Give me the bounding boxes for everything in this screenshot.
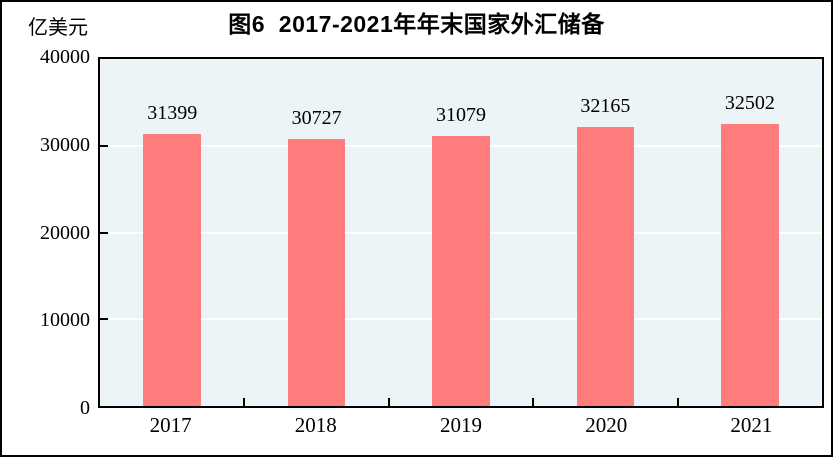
x-axis-label-2021: 2021	[730, 413, 773, 437]
x-axis-label-2018: 2018	[294, 413, 337, 437]
y-axis-tick	[100, 318, 108, 321]
bar-slot-2021: 32502	[678, 59, 822, 406]
bar-2021	[720, 124, 779, 406]
x-axis-label-2017: 2017	[149, 413, 192, 437]
y-axis-tick-label: 10000	[40, 309, 90, 332]
bar-value-label: 30727	[291, 107, 342, 130]
x-axis-label-2019: 2019	[440, 413, 482, 437]
x-axis-tick	[243, 398, 246, 406]
bar-value-label: 31399	[147, 101, 198, 124]
bar-series: 31399 30727 31079 32165 32502	[100, 59, 822, 406]
y-axis-tick	[100, 231, 108, 234]
bar-2019	[432, 136, 490, 406]
y-axis-tick-label: 30000	[40, 133, 90, 156]
y-axis-tick-label: 0	[80, 397, 90, 419]
bar-slot-2018: 30727	[244, 59, 388, 406]
bar-value-label: 32502	[724, 92, 775, 115]
x-axis: 2017 2018 2019 2020 2021	[98, 412, 824, 438]
bar-2018	[287, 139, 346, 406]
x-axis-label-2020: 2020	[585, 413, 628, 437]
y-axis-tick	[100, 144, 108, 147]
x-axis-tick	[532, 398, 535, 406]
bar-2017	[143, 133, 202, 406]
bar-value-label: 32165	[580, 94, 631, 117]
plot-area: 31399 30727 31079 32165 32502	[98, 57, 824, 408]
y-axis-tick-label: 40000	[40, 46, 90, 68]
y-axis-tick-label: 20000	[40, 221, 90, 244]
x-axis-tick	[387, 398, 390, 406]
bar-slot-2017: 31399	[100, 59, 244, 406]
bar-value-label: 31079	[436, 104, 487, 127]
y-axis-unit-label: 亿美元	[28, 17, 88, 39]
bar-slot-2019: 31079	[389, 59, 533, 406]
chart-title: 图6 2017-2021年年末国家外汇储备	[228, 11, 605, 37]
bar-slot-2020: 32165	[533, 59, 677, 406]
bar-2020	[576, 126, 635, 406]
x-axis-tick	[676, 398, 679, 406]
